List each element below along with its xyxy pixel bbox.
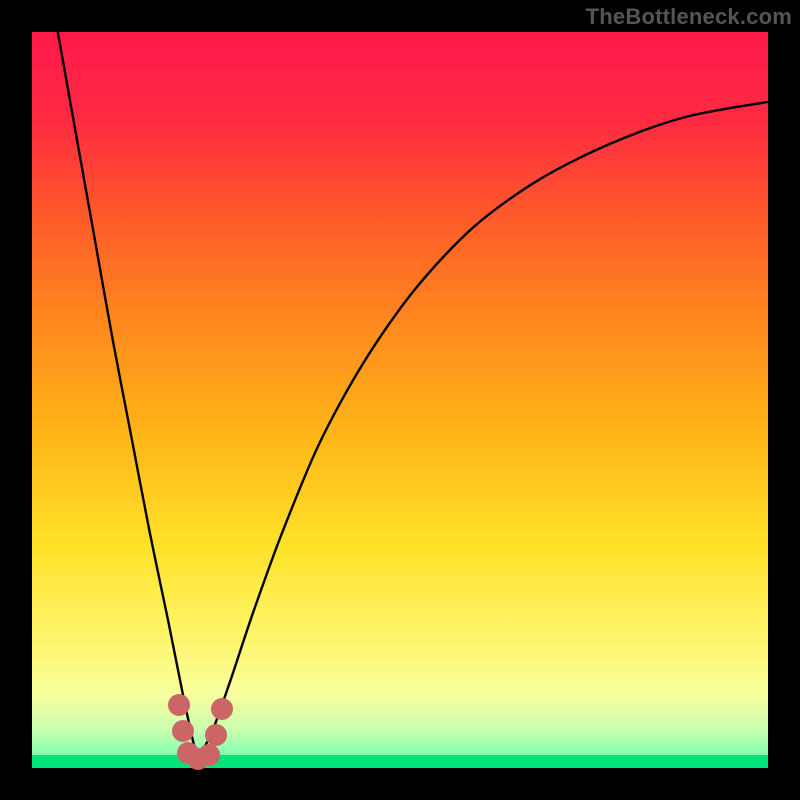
marker-dot [198, 744, 220, 766]
marker-dot [211, 698, 233, 720]
marker-dot [172, 720, 194, 742]
chart-container: TheBottleneck.com [0, 0, 800, 800]
marker-dot [205, 724, 227, 746]
plot-area [32, 32, 768, 768]
marker-dot [168, 694, 190, 716]
marker-layer [32, 32, 768, 768]
watermark-text: TheBottleneck.com [586, 4, 792, 30]
